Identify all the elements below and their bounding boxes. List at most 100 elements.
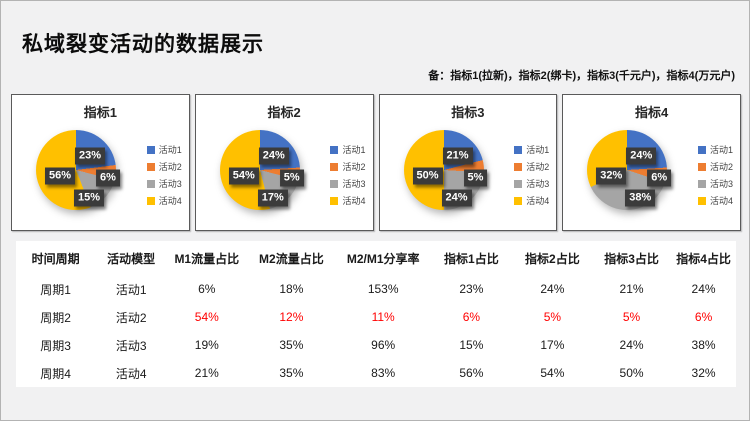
table-cell: 21% bbox=[194, 366, 219, 380]
table-cell: 周期1 bbox=[40, 282, 71, 297]
pie-data-label: 21% bbox=[442, 147, 473, 165]
legend-label: 活动4 bbox=[709, 196, 733, 206]
legend-swatch-icon bbox=[330, 145, 339, 154]
table-cell: 活动2 bbox=[115, 310, 147, 325]
legend-label: 活动2 bbox=[342, 162, 366, 172]
legend-swatch-icon bbox=[330, 179, 339, 188]
pie-data-label: 32% bbox=[596, 167, 627, 185]
legend-item: 活动2 bbox=[697, 158, 733, 175]
legend-item: 活动4 bbox=[514, 192, 549, 209]
legend-swatch-icon bbox=[697, 179, 706, 188]
table-cell: 15% bbox=[459, 338, 484, 352]
pie-data-label: 56% bbox=[44, 167, 76, 185]
legend-item: 活动2 bbox=[330, 158, 366, 175]
table-cell: 153% bbox=[367, 282, 399, 296]
table-header-row: 时间周期 活动模型 M1流量占比 M2流量占比 M2/M1分享率 指标1占比 指标2占比 指标… bbox=[16, 241, 736, 275]
table-cell: 5% bbox=[543, 310, 562, 324]
legend-label: 活动4 bbox=[526, 196, 550, 206]
data-table-card: 时间周期 活动模型 M1流量占比 M2流量占比 M2/M1分享率 指标1占比 指标2占比 指标… bbox=[16, 241, 736, 387]
table-cell: 56% bbox=[459, 366, 484, 380]
pie-data-label: 24% bbox=[441, 189, 472, 207]
table-cell: 周期2 bbox=[40, 310, 71, 325]
table-header-cell: M2流量占比 bbox=[259, 251, 324, 266]
legend: 活动1 活动2 活动3 活动4 bbox=[146, 141, 182, 209]
table-cell: 38% bbox=[691, 338, 716, 352]
legend-item: 活动2 bbox=[146, 158, 182, 175]
table-cell: 24% bbox=[619, 338, 644, 352]
legend-swatch-icon bbox=[697, 196, 706, 205]
table-cell: 54% bbox=[194, 310, 219, 324]
table-header-cell: 时间周期 bbox=[31, 251, 80, 266]
chart-title: 指标2 bbox=[267, 105, 301, 120]
legend-swatch-icon bbox=[514, 162, 523, 171]
legend: 活动1 活动2 活动3 活动4 bbox=[330, 141, 366, 209]
legend-label: 活动2 bbox=[526, 162, 550, 172]
table-cell: 54% bbox=[540, 366, 565, 380]
legend-swatch-icon bbox=[146, 179, 155, 188]
legend-item: 活动4 bbox=[146, 192, 182, 209]
table-cell: 6% bbox=[198, 282, 216, 296]
pie-data-label: 50% bbox=[412, 167, 443, 185]
table-cell: 活动1 bbox=[115, 282, 147, 297]
legend-swatch-icon bbox=[697, 162, 706, 171]
legend-swatch-icon bbox=[514, 179, 523, 188]
pie-data-label: 6% bbox=[647, 169, 672, 187]
legend-item: 活动3 bbox=[514, 175, 549, 192]
pie-data-label: 17% bbox=[257, 189, 288, 207]
legend-swatch-icon bbox=[514, 196, 523, 205]
legend-item: 活动3 bbox=[697, 175, 733, 192]
legend-label: 活动3 bbox=[709, 179, 733, 189]
table-header-cell: 指标1占比 bbox=[444, 251, 499, 266]
pie-data-label: 6% bbox=[96, 169, 120, 187]
pie-data-label: 23% bbox=[74, 147, 106, 165]
table-cell: 12% bbox=[279, 310, 304, 324]
table-cell: 周期3 bbox=[40, 338, 71, 353]
pie-data-label: 54% bbox=[228, 167, 259, 185]
page-title: 私域裂变活动的数据展示 bbox=[22, 33, 264, 56]
table-cell: 32% bbox=[691, 366, 716, 380]
legend-swatch-icon bbox=[330, 196, 339, 205]
legend-item: 活动3 bbox=[146, 175, 182, 192]
table-cell: 96% bbox=[371, 338, 396, 352]
chart-title: 指标4 bbox=[635, 105, 669, 120]
legend-swatch-icon bbox=[514, 145, 523, 154]
legend-item: 活动1 bbox=[514, 141, 549, 158]
legend-item: 活动4 bbox=[697, 192, 733, 209]
table-header-cell: M1流量占比 bbox=[174, 251, 240, 266]
table-cell: 6% bbox=[462, 310, 481, 324]
legend-item: 活动1 bbox=[146, 141, 182, 158]
table-row: 周期1 活动1 6% 18% 153% 23% 24% 21% 24% bbox=[16, 275, 736, 303]
table-row: 周期4 活动4 21% 35% 83% 56% 54% 50% 32% bbox=[16, 359, 736, 387]
charts-row: 指标1 23% 6% 15% 56% 活动1 活动2 活动3 活动4 指标2 24% 5% 17% 54%… bbox=[11, 94, 741, 231]
table-header-cell: 指标2占比 bbox=[525, 251, 580, 266]
legend-label: 活动3 bbox=[342, 179, 366, 189]
legend: 活动1 活动2 活动3 活动4 bbox=[697, 141, 733, 209]
legend-label: 活动4 bbox=[158, 196, 182, 206]
legend-label: 活动1 bbox=[709, 145, 733, 155]
legend-item: 活动1 bbox=[697, 141, 733, 158]
legend-swatch-icon bbox=[697, 145, 706, 154]
table-cell: 83% bbox=[371, 366, 396, 380]
legend: 活动1 活动2 活动3 活动4 bbox=[514, 141, 549, 209]
table-row: 周期2 活动2 54% 12% 11% 6% 5% 5% 6% bbox=[16, 303, 736, 331]
legend-swatch-icon bbox=[146, 196, 155, 205]
pie-data-label: 5% bbox=[463, 169, 488, 187]
table-cell: 周期4 bbox=[40, 366, 71, 381]
legend-item: 活动2 bbox=[514, 158, 549, 175]
table-header-cell: 指标4占比 bbox=[676, 251, 731, 266]
data-table: 时间周期 活动模型 M1流量占比 M2流量占比 M2/M1分享率 指标1占比 指标2占比 指标… bbox=[16, 241, 736, 387]
pie-data-label: 15% bbox=[73, 189, 105, 207]
legend-label: 活动1 bbox=[342, 145, 366, 155]
table-header-cell: 活动模型 bbox=[107, 251, 156, 266]
legend-label: 活动1 bbox=[158, 145, 182, 155]
footnote: 备：指标1(拉新)，指标2(绑卡)，指标3(千元户)，指标4(万元户) bbox=[428, 70, 735, 82]
table-cell: 21% bbox=[619, 282, 644, 296]
table-cell: 24% bbox=[540, 282, 565, 296]
chart-panel-3: 指标3 21% 5% 24% 50% 活动1 活动2 活动3 活动4 bbox=[378, 94, 558, 231]
table-cell: 6% bbox=[694, 310, 713, 324]
table-cell: 35% bbox=[279, 338, 304, 352]
chart-panel-2: 指标2 24% 5% 17% 54% 活动1 活动2 活动3 活动4 bbox=[194, 94, 374, 231]
pie-data-label: 38% bbox=[625, 189, 656, 207]
legend-label: 活动2 bbox=[709, 162, 733, 172]
legend-item: 活动3 bbox=[330, 175, 366, 192]
